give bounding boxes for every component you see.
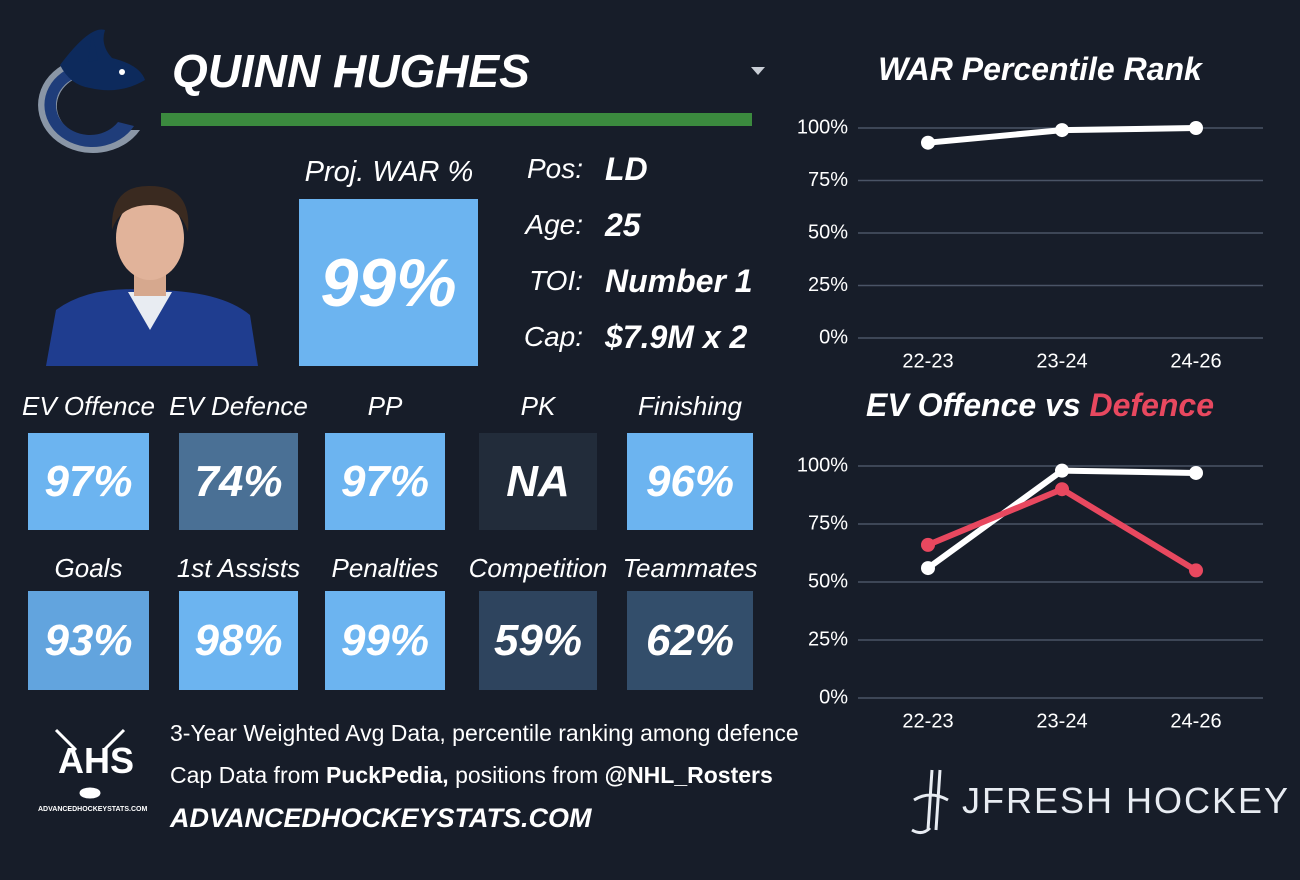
footer-line: 3-Year Weighted Avg Data, percentile ran… (170, 720, 799, 747)
chart-title-part: EV Offence vs (866, 387, 1090, 423)
data-point (1189, 121, 1203, 135)
y-tick-label: 25% (808, 628, 848, 650)
site-link[interactable]: ADVANCEDHOCKEYSTATS.COM (170, 803, 592, 833)
data-point (1055, 123, 1069, 138)
tile-label: Penalties (331, 553, 439, 583)
y-tick-label: 0% (819, 326, 848, 348)
data-point (921, 561, 935, 576)
tile-value: 62% (627, 591, 753, 690)
y-tick-label: 0% (819, 686, 848, 708)
ahs-url: ADVANCEDHOCKEYSTATS.COM (38, 806, 148, 813)
chart-title-part: WAR Percentile Rank (878, 51, 1204, 87)
tile-value: 93% (28, 591, 149, 690)
y-tick-label: 50% (808, 221, 848, 243)
chart-title: EV Offence vs Defence (866, 387, 1214, 423)
x-tick-label: 22-23 (902, 710, 953, 732)
tile-value: NA (479, 433, 597, 530)
y-tick-label: 75% (808, 169, 848, 191)
x-tick-label: 23-24 (1036, 350, 1087, 372)
footer-text: @NHL_Rosters (604, 762, 773, 788)
tile-label: 1st Assists (176, 553, 301, 583)
data-point (921, 537, 935, 552)
name-underline (161, 113, 752, 126)
bio-label: Age: (525, 209, 583, 240)
data-point (921, 135, 935, 150)
x-tick-label: 24-26 (1170, 710, 1221, 732)
tile-label: Competition (468, 553, 608, 583)
chart-title: WAR Percentile Rank (878, 51, 1204, 87)
tile-label: Finishing (637, 391, 743, 421)
tile-label: Teammates (622, 553, 758, 583)
footer-text: Cap Data from (170, 762, 326, 788)
bio-label: Pos: (526, 153, 583, 184)
data-point (1055, 482, 1069, 497)
x-tick-label: 22-23 (902, 350, 953, 372)
player-photo (46, 185, 258, 366)
bio-value: Number 1 (605, 263, 753, 299)
data-point (1055, 463, 1069, 478)
jfresh-text: JFRESH HOCKEY (962, 780, 1291, 821)
player-dropdown[interactable] (751, 67, 765, 75)
tile-label: Goals (54, 553, 123, 583)
tile-value: 99% (325, 591, 445, 690)
tile-value: 97% (325, 433, 445, 530)
tile-label: PP (367, 391, 403, 421)
footer-text: positions from (448, 762, 605, 788)
bio-label: TOI: (529, 265, 583, 296)
projection-value: 99% (299, 199, 478, 366)
y-tick-label: 75% (808, 512, 848, 534)
tile-value: 96% (627, 433, 753, 530)
y-tick-label: 25% (808, 274, 848, 296)
footer-text: PuckPedia, (325, 762, 449, 788)
tile-value: 59% (479, 591, 597, 690)
ahs-logo (54, 728, 126, 799)
tile-label: EV Offence (22, 391, 155, 421)
projection-label: Proj. WAR % (304, 156, 474, 188)
jfresh-logo (911, 769, 949, 835)
player-name: QUINN HUGHES (172, 45, 530, 97)
bio-value: 25 (605, 207, 641, 243)
chart-title-part: Defence (1090, 387, 1215, 423)
data-point (1189, 465, 1203, 480)
ahs-text: AHS (58, 740, 135, 781)
tile-label: PK (520, 391, 556, 421)
team-logo (38, 29, 145, 153)
tile-value: 97% (28, 433, 149, 530)
bio-value: $7.9M x 2 (605, 319, 748, 355)
footer-line: Cap Data from PuckPedia, positions from … (170, 762, 773, 789)
y-tick-label: 100% (797, 454, 848, 476)
y-tick-label: 50% (808, 570, 848, 592)
footer-text: 3-Year Weighted Avg Data, percentile ran… (170, 720, 799, 746)
bio-value: LD (605, 151, 648, 187)
tile-value: 74% (179, 433, 298, 530)
bio-label: Cap: (523, 321, 583, 352)
data-point (1189, 563, 1203, 578)
tile-value: 98% (179, 591, 298, 690)
series-line (926, 485, 1198, 573)
x-tick-label: 23-24 (1036, 710, 1087, 732)
tile-label: EV Defence (169, 391, 308, 421)
x-tick-label: 24-26 (1170, 350, 1221, 372)
y-tick-label: 100% (797, 116, 848, 138)
